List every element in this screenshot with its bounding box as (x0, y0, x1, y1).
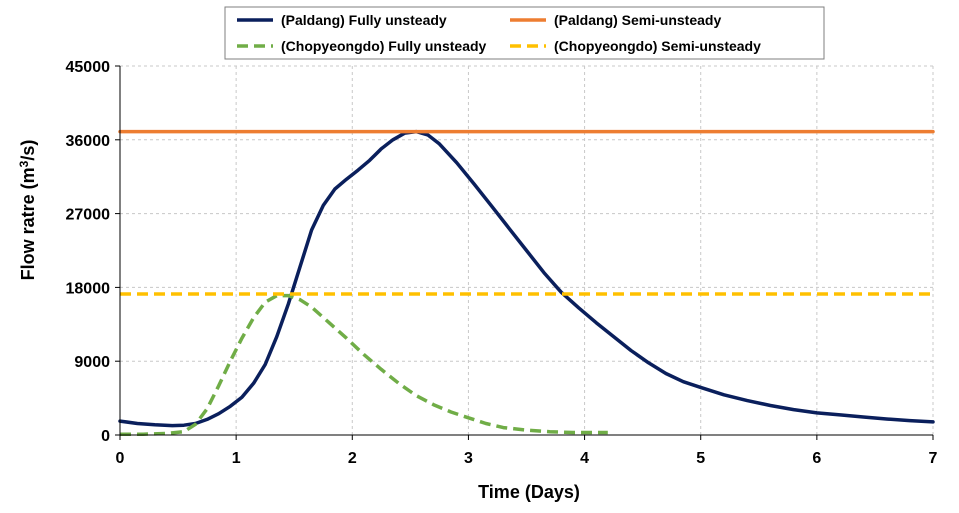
series-layer (118, 129, 935, 436)
y-tick-label: 9000 (74, 354, 110, 371)
series-line-1 (118, 129, 935, 428)
series-line-3 (120, 293, 608, 436)
x-tick-label: 3 (464, 450, 473, 467)
legend-frame (224, 6, 825, 60)
x-tick-label: 0 (116, 450, 125, 467)
x-tick-label: 7 (929, 450, 938, 467)
y-tick-label: 27000 (66, 207, 111, 224)
x-tick-label: 4 (580, 450, 589, 467)
y-axis-title: Flow ratre (m3/s) (17, 140, 38, 281)
x-tick-label: 1 (232, 450, 241, 467)
y-axis-title-main: Flow ratre (m (18, 167, 38, 280)
y-axis-title-end: /s) (18, 140, 38, 161)
y-tick-label: 45000 (66, 59, 111, 76)
x-axis-title: Time (Days) (478, 482, 580, 502)
y-tick-label: 18000 (66, 280, 111, 297)
legend-label-2: (Paldang) Semi-unsteady (554, 12, 721, 28)
x-tick-label: 5 (696, 450, 705, 467)
y-axis-title-sup: 3 (17, 160, 31, 167)
grid (120, 65, 934, 435)
legend-label-3: (Chopyeongdo) Fully unsteady (281, 38, 487, 54)
x-tick-label: 2 (348, 450, 357, 467)
axes: 0 1 2 3 4 5 6 7 0 9000 18000 27000 36000 45000 (66, 59, 938, 467)
legend-label-1: (Paldang) Fully unsteady (281, 12, 447, 28)
legend-label-4: (Chopyeongdo) Semi-unsteady (554, 38, 761, 54)
x-tick-label: 6 (812, 450, 821, 467)
y-tick-label: 0 (101, 428, 110, 445)
legend: (Paldang) Fully unsteady (Paldang) Semi-u… (224, 6, 825, 60)
y-tick-label: 36000 (66, 133, 111, 150)
